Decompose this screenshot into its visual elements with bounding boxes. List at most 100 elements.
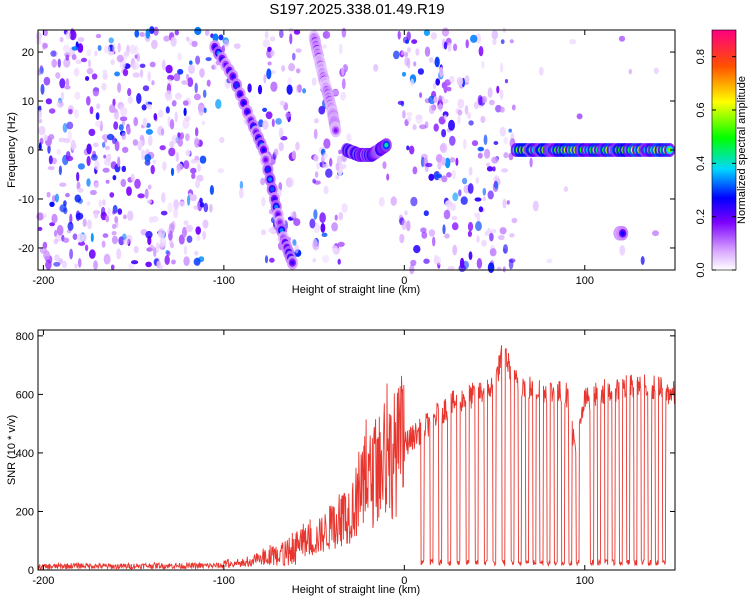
spectrogram-noise-blob xyxy=(55,72,61,79)
spectrogram-noise-blob xyxy=(74,263,78,269)
spectrogram-noise-blob xyxy=(481,239,487,247)
spectrogram-noise-blob xyxy=(314,171,319,178)
spectrogram-noise-blob xyxy=(102,233,109,238)
spectrogram-noise-blob xyxy=(71,46,79,51)
spectrogram-noise-blob xyxy=(102,199,106,206)
spectrogram-noise-blob xyxy=(89,189,97,196)
spectrogram-noise-blob xyxy=(440,142,448,154)
spectrogram-feature-core xyxy=(245,109,250,115)
spectrogram-noise-blob xyxy=(433,96,438,103)
spectrogram-noise-blob xyxy=(70,139,76,151)
spectrogram-noise-blob xyxy=(532,200,539,212)
spectrogram-noise-blob xyxy=(43,134,48,141)
spectrogram-noise-blob xyxy=(166,250,171,256)
spectrogram-noise-blob xyxy=(459,257,465,269)
spectrogram-noise-blob xyxy=(325,168,333,178)
spectrogram-noise-blob xyxy=(195,127,199,137)
spectrogram-noise-blob xyxy=(495,104,502,113)
spectrogram-noise-blob xyxy=(185,133,190,142)
snr-ticks: -200 -100 0 100 0 200 400 600 800 xyxy=(16,330,675,587)
spectrogram-noise-blob xyxy=(503,244,508,254)
spectrogram-noise-blob xyxy=(437,161,442,170)
spectrogram-noise-blob xyxy=(473,101,479,110)
spectrogram-feature-core xyxy=(230,74,235,79)
spectrogram-noise-blob xyxy=(65,78,70,87)
spectrogram-noise-blob xyxy=(529,157,533,168)
snr-x-tick-label: 0 xyxy=(401,575,407,587)
spectrogram-noise-blob xyxy=(168,147,176,157)
colorbar-tick-label: 0.4 xyxy=(695,156,707,171)
spectrogram-noise-blob xyxy=(287,77,292,87)
spectrogram-noise-blob xyxy=(167,202,173,213)
spectrogram-noise-blob xyxy=(171,134,179,144)
spectrogram-noise-blob xyxy=(148,135,153,147)
spectrogram-noise-blob xyxy=(64,85,71,90)
spectrogram-noise-blob xyxy=(119,116,128,122)
spectrogram-noise-blob xyxy=(142,117,148,128)
spectrogram-noise-blob xyxy=(165,106,170,114)
spectrogram-noise-blob xyxy=(78,241,86,246)
spectrogram-noise-blob xyxy=(131,260,139,265)
spectrogram-noise-blob xyxy=(35,39,42,45)
spectrogram-noise-blob xyxy=(314,118,319,124)
spectrogram-noise-blob xyxy=(93,260,98,270)
spectrogram-noise-blob xyxy=(185,224,193,233)
spectrogram-noise-blob xyxy=(438,116,446,125)
spectrogram-noise-blob xyxy=(113,121,119,130)
spectrogram-noise-blob xyxy=(152,159,157,164)
spectrogram-noise-blob xyxy=(467,221,474,232)
spectrogram-noise-blob xyxy=(121,132,126,141)
spectrogram-noise-blob xyxy=(286,84,293,95)
spectrogram-noise-blob xyxy=(482,196,486,202)
spectrogram-noise-blob xyxy=(406,112,413,117)
spectrogram-noise-blob xyxy=(438,95,443,103)
spectrogram-noise-blob xyxy=(48,155,53,165)
spectrogram-noise-blob xyxy=(132,139,139,146)
spectrogram-noise-blob xyxy=(475,177,480,184)
spectrogram-noise-blob xyxy=(500,62,504,73)
spectrogram-noise-blob xyxy=(477,152,483,159)
spectrogram-noise-blob xyxy=(102,141,106,148)
spectrogram-y-axis-label: Frequency (Hz) xyxy=(6,112,18,188)
spectrogram-noise-blob xyxy=(108,51,114,56)
spectrogram-noise-blob xyxy=(504,79,509,84)
spectrogram-noise-blob xyxy=(110,59,115,65)
spectrogram-noise-blob xyxy=(481,95,488,104)
spectrogram-noise-blob xyxy=(169,239,174,246)
colorbar-label: Normalized spectral amplitude xyxy=(736,76,748,224)
spectrogram-noise-blob xyxy=(442,99,449,104)
spectrogram-noise-blob xyxy=(294,243,299,254)
spectrogram-noise-blob xyxy=(653,67,659,75)
spectrogram-noise-blob xyxy=(437,256,442,266)
spectrogram-noise-blob xyxy=(261,196,266,207)
spectrogram-noise-blob xyxy=(86,178,91,187)
spectrogram-noise-blob xyxy=(239,180,244,190)
spectrogram-noise-blob xyxy=(153,246,157,258)
spectrogram-noise-blob xyxy=(80,57,88,63)
spectrogram-noise-blob xyxy=(85,76,90,81)
spectrogram-noise-blob xyxy=(118,124,124,131)
spectrogram-noise-blob xyxy=(346,133,352,142)
spectrogram-noise-blob xyxy=(147,103,152,110)
spectrogram-noise-blob xyxy=(206,79,211,87)
spectrogram-noise-blob xyxy=(127,210,134,221)
spectrogram-noise-blob xyxy=(500,39,505,45)
spectrogram-noise-blob xyxy=(497,234,505,241)
spectrogram-noise-blob xyxy=(171,259,176,265)
spectrogram-noise-blob xyxy=(402,110,406,119)
spectrogram-noise-blob xyxy=(144,154,152,162)
spectrogram-noise-blob xyxy=(59,182,67,187)
spectrogram-noise-blob xyxy=(494,181,499,190)
spectrogram-noise-blob xyxy=(423,210,429,217)
spectrogram-noise-blob xyxy=(270,49,275,57)
spectrogram-noise-blob xyxy=(429,57,434,63)
spectrogram-noise-blob xyxy=(122,233,127,240)
spectrogram-noise-blob xyxy=(474,197,482,202)
spectrogram-noise-blob xyxy=(489,248,497,257)
spectrogram-noise-blob xyxy=(182,100,189,106)
spectrogram-noise-blob xyxy=(451,169,456,180)
spectrogram-y-tick-label: 20 xyxy=(22,47,34,59)
spectrogram-noise-blob xyxy=(122,146,129,153)
spectrogram-noise-blob xyxy=(322,152,328,160)
spectrogram-noise-blob xyxy=(257,84,263,95)
